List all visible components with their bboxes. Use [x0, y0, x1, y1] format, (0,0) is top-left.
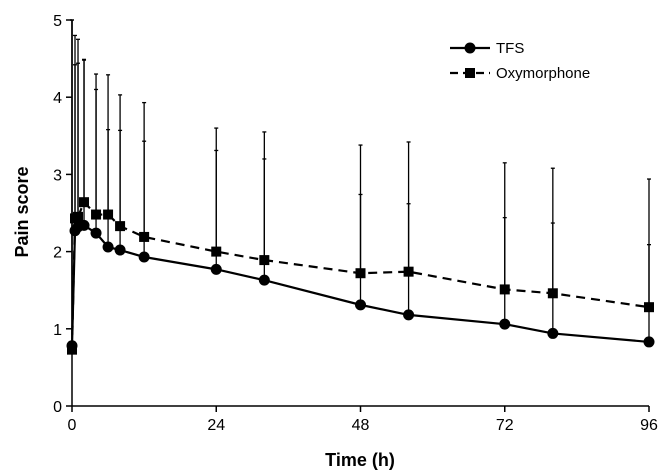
tfs-point — [90, 227, 102, 239]
oxymorphone-point — [403, 266, 414, 277]
tfs-point — [210, 263, 222, 275]
legend: TFS Oxymorphone — [450, 40, 590, 82]
oxymorphone-point — [139, 231, 150, 242]
x-tick-label: 0 — [68, 417, 77, 434]
tfs-point — [102, 241, 114, 253]
oxymorphone-point — [547, 288, 558, 299]
y-tick-label: 4 — [53, 90, 62, 107]
tfs-point — [355, 299, 366, 311]
y-tick-label: 1 — [53, 322, 62, 339]
tfs-point — [499, 318, 511, 330]
tfs-point — [78, 219, 90, 231]
oxymorphone-point — [103, 209, 114, 220]
oxymorphone-point — [211, 246, 222, 257]
x-tick-label: 48 — [352, 417, 370, 434]
series-markers — [66, 197, 655, 355]
x-tick-label: 96 — [640, 417, 658, 434]
tfs-point — [643, 336, 655, 348]
legend-tfs-label: TFS — [496, 40, 524, 57]
tfs-point — [547, 327, 559, 339]
oxymorphone-point — [79, 197, 90, 208]
y-tick-label: 0 — [53, 399, 62, 416]
y-tick-label: 2 — [53, 245, 62, 262]
oxymorphone-point — [115, 221, 126, 232]
x-axis-title: Time (h) — [325, 450, 395, 470]
tfs-point — [403, 309, 415, 321]
tfs-point — [138, 251, 150, 263]
oxymorphone-point — [644, 302, 654, 313]
oxymorphone-point — [259, 255, 270, 266]
legend-tfs-marker — [464, 42, 476, 54]
legend-oxymorphone-label: Oxymorphone — [496, 65, 590, 82]
y-tick-label: 5 — [53, 13, 62, 30]
oxymorphone-point — [355, 268, 366, 279]
x-tick-label: 24 — [207, 417, 225, 434]
tfs-point — [114, 244, 126, 256]
oxymorphone-point — [91, 209, 102, 220]
oxymorphone-point — [73, 211, 84, 222]
axes: 0 1 2 3 4 5 0 24 48 72 96 — [53, 13, 658, 434]
x-tick-label: 72 — [496, 417, 514, 434]
legend-oxymorphone-marker — [465, 68, 475, 78]
oxymorphone-point — [499, 284, 510, 295]
tfs-point — [258, 274, 270, 286]
y-axis-title: Pain score — [12, 166, 32, 257]
y-tick-label: 3 — [53, 167, 62, 184]
